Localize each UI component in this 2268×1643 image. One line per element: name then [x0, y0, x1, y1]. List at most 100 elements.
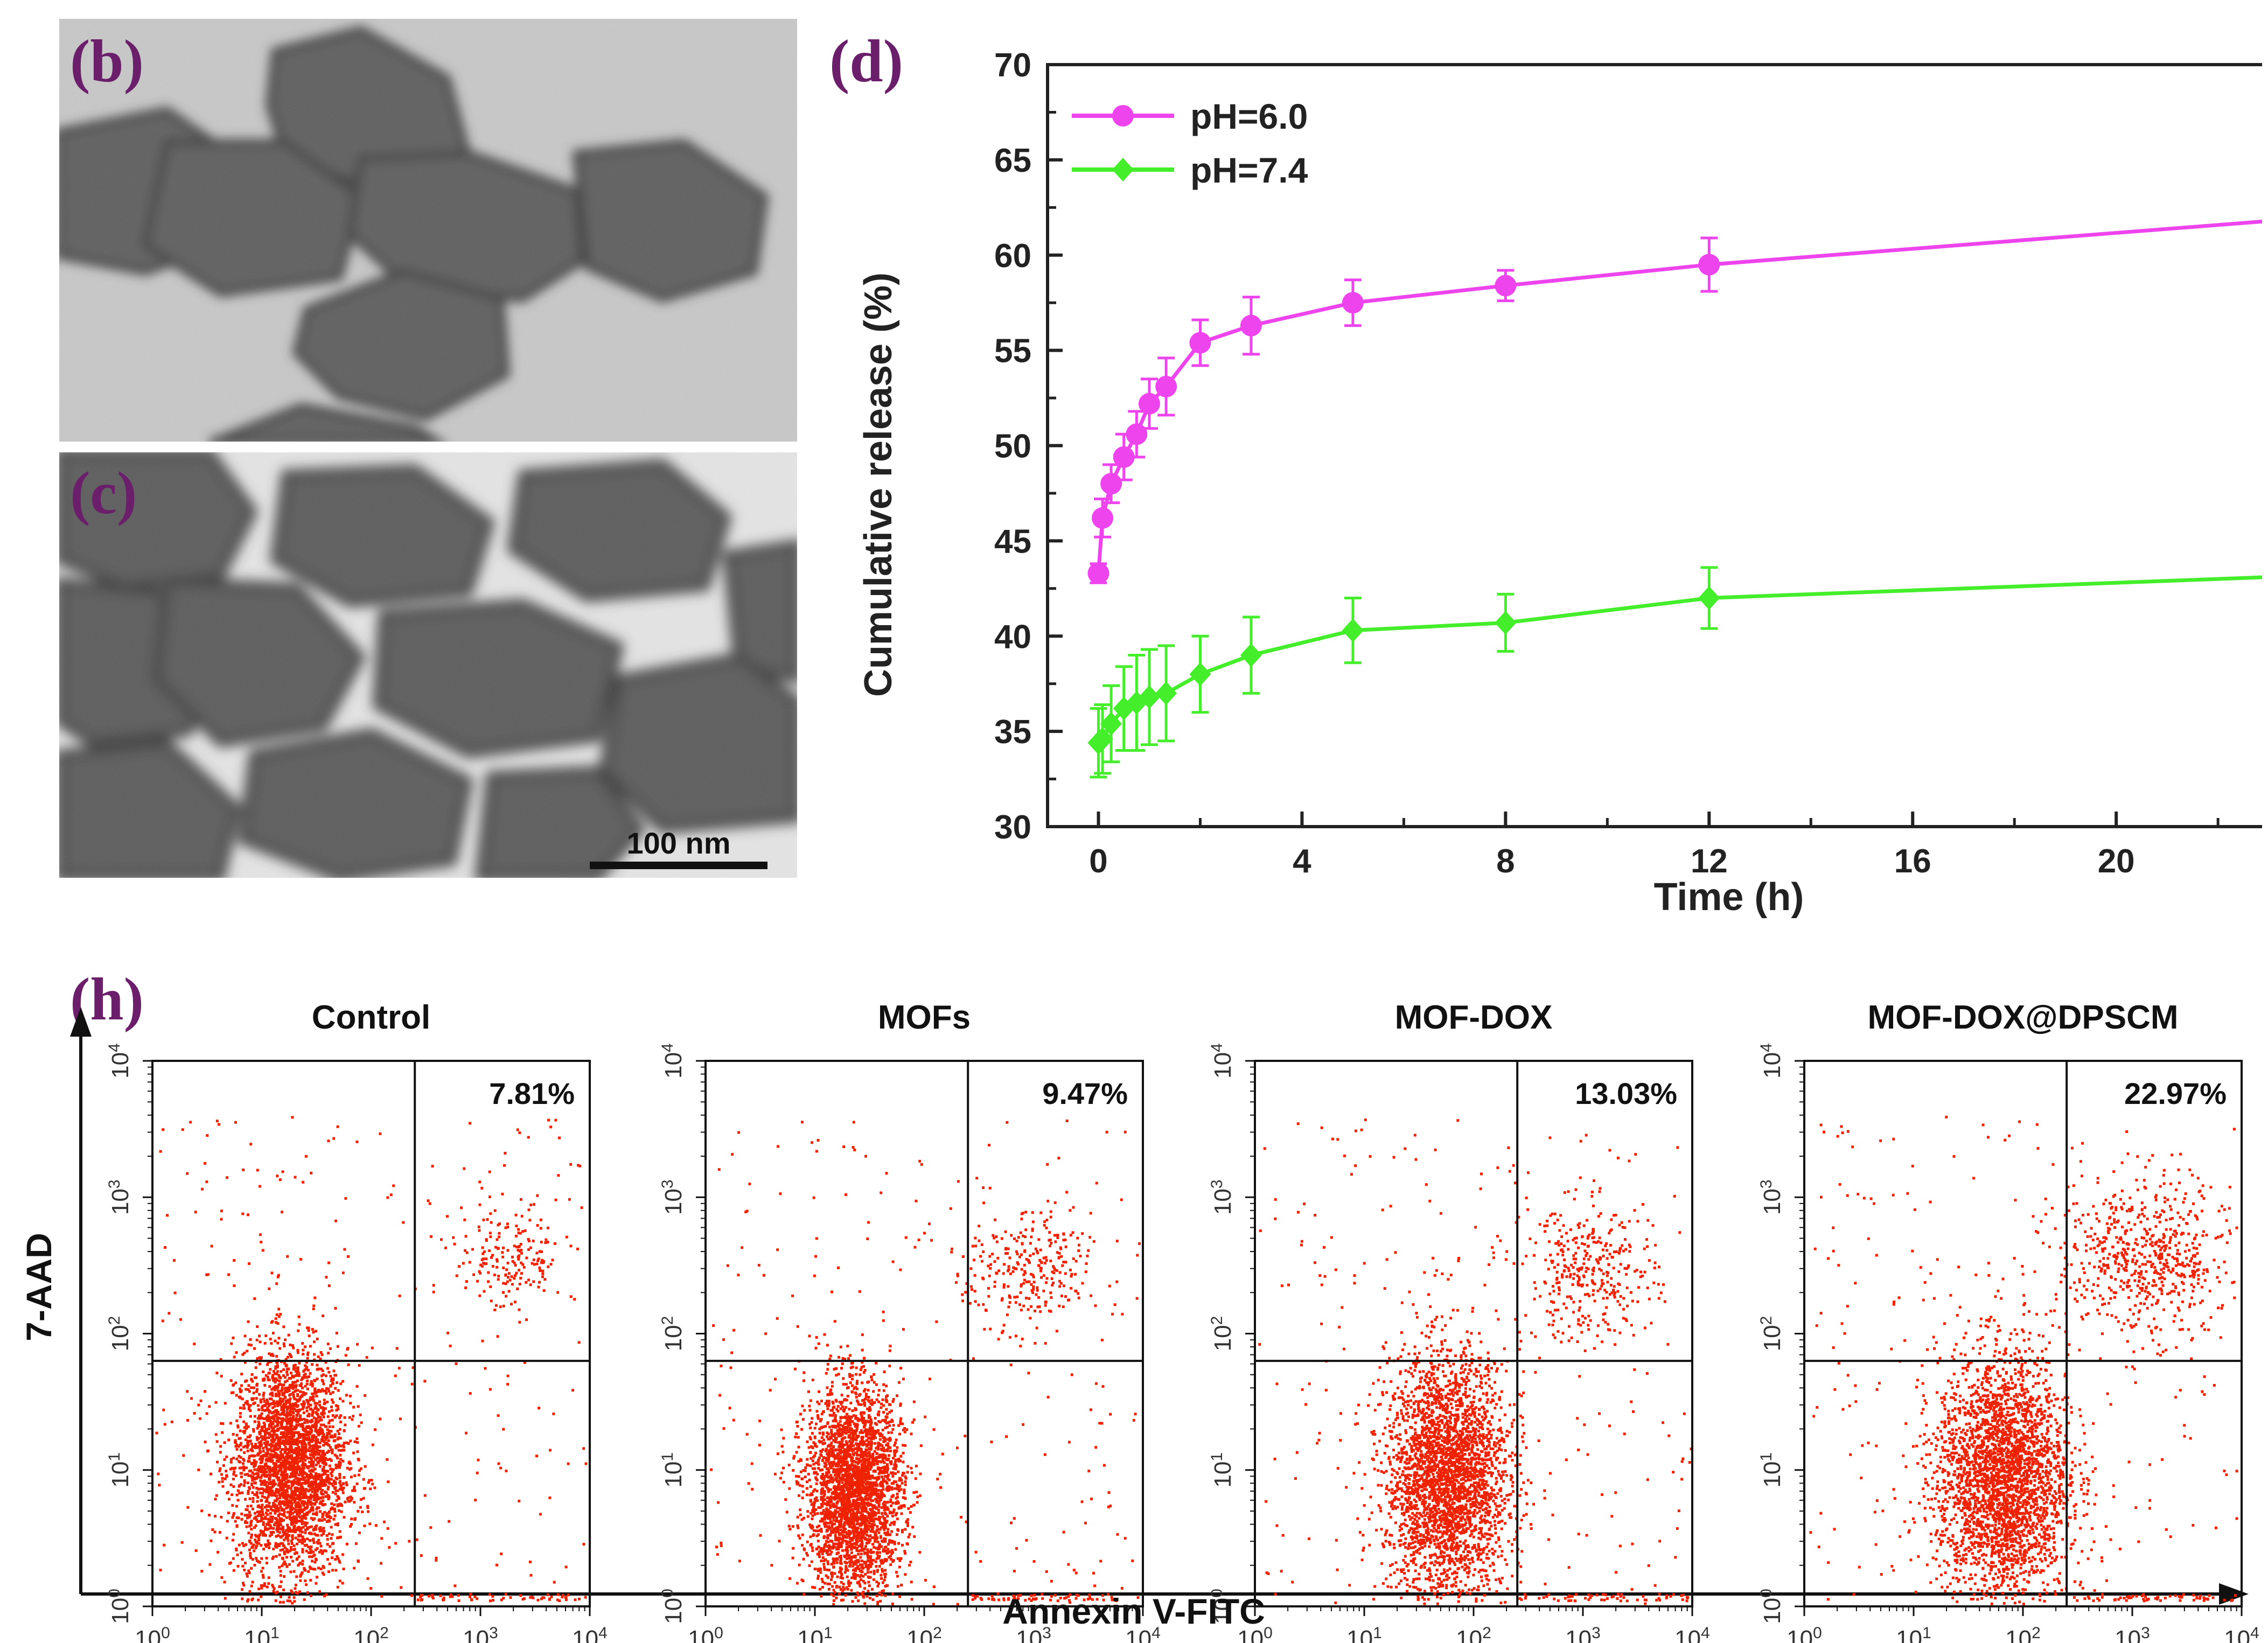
flow-dot — [317, 1421, 320, 1424]
flow-dot — [305, 1409, 309, 1413]
flow-dot — [891, 1602, 894, 1605]
flow-dot — [225, 1474, 228, 1477]
flow-dot — [830, 1530, 833, 1534]
flow-dot — [289, 1517, 292, 1520]
flow-dot — [882, 1589, 885, 1592]
flow-dot — [337, 1463, 340, 1466]
flow-dot — [277, 1374, 281, 1377]
flow-dot — [890, 1409, 893, 1413]
flow-dot — [241, 1462, 245, 1465]
flow-dot — [815, 1445, 818, 1448]
flow-dot — [296, 1511, 299, 1514]
flow-dot — [817, 1342, 820, 1345]
flow-dot — [839, 1442, 842, 1445]
flow-dot — [546, 1241, 549, 1244]
flow-dot — [487, 1271, 490, 1274]
flow-dot — [539, 1218, 542, 1221]
flow-dot — [271, 1515, 274, 1519]
flow-dot — [320, 1418, 323, 1422]
flow-dot — [353, 1440, 357, 1443]
flow-dot — [291, 1456, 294, 1459]
flow-dot — [257, 1504, 260, 1507]
flow-dot — [225, 1470, 228, 1473]
flow-dot — [276, 1465, 280, 1469]
flow-dot — [352, 1451, 355, 1455]
data-point-pH60 — [1240, 314, 1262, 337]
flow-dot — [296, 1394, 299, 1397]
flow-dot — [262, 1548, 266, 1551]
flow-dot — [333, 1487, 336, 1490]
release-x-tick-label: 4 — [1293, 843, 1311, 880]
flow-dot — [536, 1224, 539, 1227]
flow-dot — [278, 1446, 281, 1449]
flow-y-axis-arrowhead — [70, 1007, 92, 1037]
flow-dot — [471, 1248, 474, 1251]
flow-dot — [314, 1485, 317, 1488]
flow-dot — [544, 1241, 547, 1245]
flow-dot — [334, 1489, 338, 1492]
flow-dot — [316, 1460, 319, 1463]
flow-dot — [230, 1391, 233, 1394]
flow-dot — [323, 1412, 326, 1415]
flow-dot — [468, 1261, 471, 1264]
flow-dot — [439, 1594, 442, 1597]
flow-dot — [159, 1569, 162, 1572]
flow-dot — [315, 1450, 318, 1453]
flow-dot — [324, 1480, 327, 1483]
flow-dot — [282, 1465, 285, 1468]
flow-dot — [312, 1465, 315, 1468]
flow-dot — [286, 1431, 289, 1435]
flow-dot — [304, 1490, 307, 1493]
flow-dot — [285, 1495, 289, 1499]
flow-dot — [337, 1557, 340, 1560]
flow-dot — [334, 1569, 338, 1572]
flow-dot — [298, 1433, 302, 1436]
flow-dot — [815, 1490, 819, 1493]
flow-dot — [262, 1471, 266, 1474]
flow-dot — [312, 1487, 316, 1491]
flow-dot — [336, 1404, 339, 1408]
flow-dot — [306, 1368, 310, 1372]
flow-dot — [265, 1562, 268, 1565]
flow-dot — [256, 1427, 259, 1430]
flow-dot — [507, 1272, 511, 1275]
flow-dot — [269, 1474, 272, 1478]
flow-dot — [896, 1394, 899, 1397]
flow-dot — [469, 1596, 472, 1599]
flow-dot — [870, 1444, 873, 1448]
flow-dot — [291, 1474, 295, 1477]
flow-dot — [309, 1408, 312, 1411]
flow-dot — [294, 1369, 297, 1373]
flow-dot — [283, 1391, 286, 1394]
flow-dot — [255, 1460, 258, 1464]
flow-dot — [270, 1271, 274, 1275]
flow-dot — [315, 1424, 318, 1428]
flow-dot — [245, 1543, 248, 1546]
flow-dot — [241, 1491, 244, 1494]
flow-dot — [505, 1470, 508, 1473]
flow-dot — [234, 1381, 238, 1385]
flow-dot — [788, 1487, 791, 1490]
flow-dot — [325, 1392, 328, 1395]
flow-dot — [289, 1487, 292, 1490]
flow-dot — [910, 1471, 913, 1474]
flow-dot — [310, 1474, 313, 1477]
flow-dot — [905, 1428, 909, 1431]
flow-dot — [258, 1393, 261, 1396]
flow-dot — [444, 1246, 448, 1249]
flow-dot — [314, 1390, 317, 1393]
flow-dot — [288, 1513, 291, 1516]
flow-dot — [269, 1512, 272, 1515]
flow-dot — [316, 1490, 319, 1493]
flow-dot — [314, 1557, 317, 1561]
flow-x-tick-exponent: 2 — [380, 1624, 389, 1642]
flow-dot — [350, 1467, 353, 1470]
flow-dot — [291, 1506, 294, 1509]
flow-dot — [366, 1577, 369, 1580]
flow-dot — [482, 1218, 485, 1221]
flow-dot — [835, 1596, 838, 1599]
flow-dot — [301, 1492, 304, 1495]
flow-dot — [276, 1341, 280, 1345]
flow-dot — [316, 1378, 319, 1381]
flow-dot — [302, 1537, 305, 1541]
